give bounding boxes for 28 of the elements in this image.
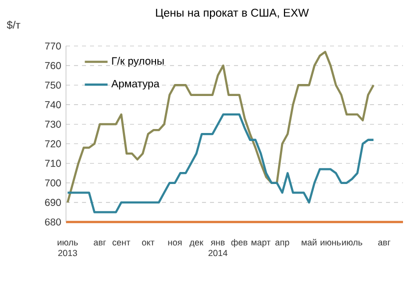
x-tick-label: ноя — [168, 240, 182, 246]
y-tick-label: 690 — [45, 198, 61, 206]
y-tick-label: 760 — [45, 62, 61, 70]
x-tick-label: дек — [190, 240, 204, 248]
y-tick-label: 730 — [45, 120, 61, 128]
legend-label: Г/к рулоны — [112, 56, 164, 67]
chart-title: Цены на прокат в США, EXW — [156, 8, 309, 19]
x-tick-label: июнь — [320, 240, 341, 246]
x-tick-label: июль 2013 — [58, 240, 78, 256]
x-tick-label: янв 2014 — [208, 240, 228, 256]
x-tick-label: апр — [275, 240, 290, 248]
y-tick-label: 740 — [45, 101, 61, 108]
y-tick-label: 700 — [45, 179, 61, 186]
y-axis-title: $/т — [6, 20, 20, 30]
y-tick-label: 770 — [45, 42, 61, 50]
x-tick-label: окт — [142, 240, 154, 246]
x-tick-label: авг — [94, 240, 106, 246]
y-tick-label: 720 — [45, 140, 61, 148]
x-tick-label: июль — [342, 240, 362, 246]
y-tick-label: 750 — [45, 82, 61, 89]
y-tick-label: 710 — [45, 160, 61, 167]
y-tick-label: 680 — [45, 218, 61, 226]
x-tick-label: фев — [231, 239, 248, 248]
x-tick-label: март — [252, 240, 270, 248]
x-tick-label: авг — [378, 240, 390, 246]
x-tick-label: май — [302, 238, 316, 246]
legend-label: Арматура — [111, 80, 160, 90]
x-tick-label: сент — [112, 240, 130, 246]
